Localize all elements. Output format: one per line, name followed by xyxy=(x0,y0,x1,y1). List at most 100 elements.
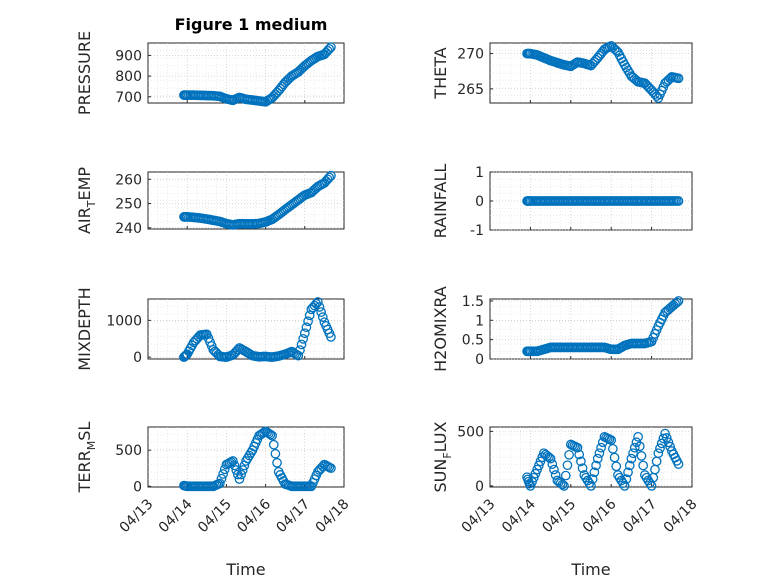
x-axis-label: Time xyxy=(225,560,265,579)
data-point xyxy=(663,437,674,448)
subplot-sun_flux: 0 500 04/13 04/14 04/15 04/16 04/17 04/18 Time SU… xyxy=(431,421,700,579)
y-axis-label: H2OMIXRA xyxy=(431,286,450,372)
y-tick-label: 1 xyxy=(475,313,484,329)
data-point xyxy=(268,439,279,450)
data-point xyxy=(549,464,559,475)
subplot-rainfall: -1 0 1 RAINFALL xyxy=(431,164,693,239)
y-tick-label: 0 xyxy=(133,350,142,366)
data-point xyxy=(236,469,246,480)
data-point xyxy=(557,479,568,490)
x-tick-label: 04/14 xyxy=(499,496,539,536)
data-point xyxy=(673,196,684,206)
y-tick-label: 1 xyxy=(475,165,484,181)
x-tick-label: 04/15 xyxy=(195,496,235,536)
data-point xyxy=(576,456,586,467)
figure-title: Figure 1 medium xyxy=(175,15,328,34)
data-point xyxy=(634,441,645,452)
data-point xyxy=(228,456,238,466)
data-point xyxy=(242,453,253,464)
data-point xyxy=(562,460,573,471)
data-point xyxy=(559,481,569,491)
data-point xyxy=(579,470,590,480)
subplot-terr_msl: 0 500 04/13 04/14 04/15 04/16 04/17 04/18 Time TE… xyxy=(75,422,352,579)
data-point xyxy=(547,459,558,469)
data-point xyxy=(633,431,643,442)
data-point xyxy=(640,470,650,480)
y-tick-label: 0 xyxy=(475,194,484,210)
x-tick-label: 04/13 xyxy=(459,496,499,536)
y-axis-label: THETA xyxy=(431,47,450,99)
y-tick-label: 500 xyxy=(115,443,142,459)
y-tick-label: 250 xyxy=(115,197,142,213)
y-tick-label: 800 xyxy=(115,69,142,85)
data-point xyxy=(596,442,606,453)
data-point xyxy=(293,350,304,361)
data-point xyxy=(655,443,665,454)
data-point xyxy=(313,297,323,307)
data-point xyxy=(638,460,649,471)
subplot-air_temp: 240 250 260 AIRTEMP xyxy=(75,167,345,237)
data-point xyxy=(619,481,630,491)
data-point xyxy=(586,481,596,491)
x-tick-label: 04/17 xyxy=(620,496,660,536)
data-point xyxy=(626,453,637,464)
x-tick-label: 04/16 xyxy=(234,496,274,536)
data-point xyxy=(574,449,585,460)
data-point xyxy=(234,474,245,484)
x-tick-label: 04/18 xyxy=(661,496,701,536)
y-axis-label: AIRTEMP xyxy=(75,167,98,234)
data-point xyxy=(311,298,322,309)
data-point xyxy=(591,460,601,471)
data-point xyxy=(661,433,672,443)
subplot-h2omixra: 0 0.5 1 1.5 H2OMIXRA xyxy=(431,286,693,372)
y-tick-label: 240 xyxy=(115,221,142,237)
subplot-mixdepth: 0 1000 MIXDEPTH xyxy=(75,287,345,371)
data-point xyxy=(594,448,605,459)
y-axis-label: MIXDEPTH xyxy=(75,287,94,370)
y-axis-label: SUNFLUX xyxy=(431,421,454,492)
data-point xyxy=(298,333,309,344)
data-point xyxy=(229,460,240,471)
data-point xyxy=(219,464,230,475)
data-point xyxy=(301,322,312,333)
data-point xyxy=(272,457,282,468)
data-point xyxy=(613,470,623,480)
data-point xyxy=(324,462,335,473)
data-point xyxy=(564,449,574,460)
y-axis-label: PRESSURE xyxy=(75,31,94,115)
data-point xyxy=(210,346,220,357)
data-point xyxy=(621,474,632,484)
data-point xyxy=(643,475,654,486)
data-point xyxy=(673,73,684,84)
y-tick-label: 260 xyxy=(115,172,142,188)
x-tick-label: 04/18 xyxy=(313,496,353,536)
data-point xyxy=(270,448,281,459)
data-point xyxy=(673,459,684,469)
data-point xyxy=(326,42,336,52)
data-point xyxy=(624,460,635,471)
y-tick-label: 500 xyxy=(457,424,484,440)
data-point xyxy=(218,469,228,479)
data-point xyxy=(653,448,664,459)
data-point xyxy=(582,475,593,486)
data-point xyxy=(179,352,189,363)
data-point xyxy=(641,472,652,483)
data-point xyxy=(614,472,625,483)
data-point xyxy=(673,296,684,306)
x-tick-label: 04/17 xyxy=(273,496,313,536)
y-axis-label: RAINFALL xyxy=(431,164,450,239)
data-point xyxy=(259,427,269,438)
data-point xyxy=(317,312,328,322)
y-tick-label: 265 xyxy=(457,82,484,98)
data-point xyxy=(629,442,640,453)
data-point xyxy=(616,475,627,486)
data-point xyxy=(299,328,310,339)
y-tick-label: 0 xyxy=(133,479,142,495)
y-axis-label: TERRMSL xyxy=(75,422,98,494)
data-point xyxy=(560,470,571,481)
y-tick-label: 0.5 xyxy=(462,333,484,349)
data-point xyxy=(265,429,276,440)
data-point xyxy=(241,456,251,466)
data-point xyxy=(326,463,336,474)
